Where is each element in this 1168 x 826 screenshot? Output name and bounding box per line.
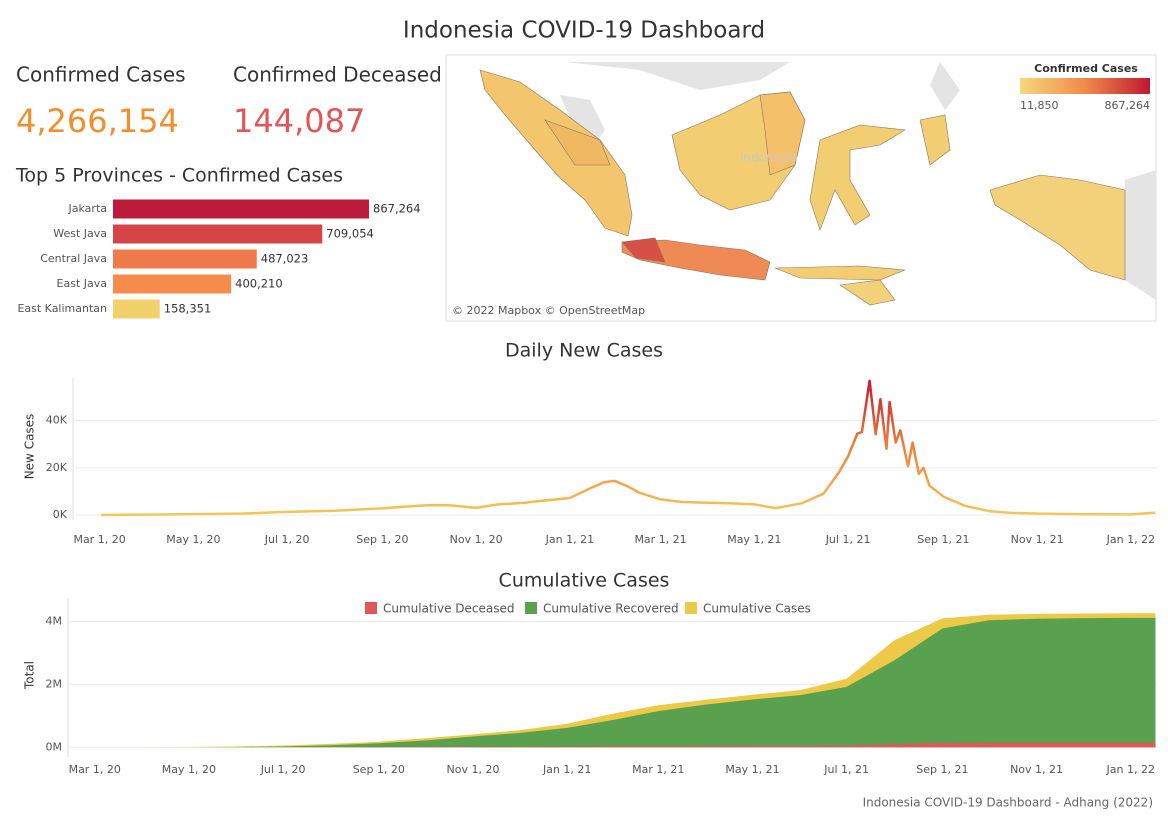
value-label: 158,351 [164, 302, 212, 316]
y-tick-label: 0M [46, 740, 63, 753]
x-tick-label: Nov 1, 20 [447, 763, 500, 776]
value-label: 400,210 [235, 277, 283, 291]
x-tick-label: Mar 1, 21 [632, 763, 684, 776]
map-legend-scale [1020, 78, 1150, 94]
value-label: 709,054 [326, 227, 374, 241]
category-label: East Java [57, 277, 107, 290]
x-tick-label: May 1, 21 [725, 763, 779, 776]
kpi-value: 4,266,154 [16, 102, 179, 140]
bar [113, 199, 369, 219]
y-tick-label: 40K [46, 414, 68, 427]
line [101, 379, 1156, 517]
y-tick-label: 0K [53, 508, 68, 521]
kpi-label: Confirmed Cases [16, 63, 186, 87]
x-tick-label: Mar 1, 20 [73, 533, 125, 546]
y-axis-title: Total [23, 661, 37, 690]
category-label: Central Java [40, 252, 107, 265]
x-tick-label: Nov 1, 21 [1010, 763, 1063, 776]
map-credit: © 2022 Mapbox © OpenStreetMap [452, 304, 645, 317]
x-tick-label: Sep 1, 21 [916, 763, 968, 776]
legend-swatch [365, 602, 377, 614]
x-tick-label: Jan 1, 21 [542, 763, 591, 776]
x-tick-label: May 1, 20 [166, 533, 220, 546]
area [96, 617, 1156, 748]
map-legend-title: Confirmed Cases [1034, 62, 1138, 75]
x-tick-label: Nov 1, 20 [450, 533, 503, 546]
value-label: 867,264 [373, 202, 421, 216]
category-label: East Kalimantan [17, 302, 107, 315]
area [96, 742, 1156, 748]
legend-label: Cumulative Recovered [543, 602, 679, 616]
y-axis-title: New Cases [23, 414, 37, 480]
x-tick-label: Jul 1, 21 [825, 533, 871, 546]
bar [113, 249, 257, 269]
x-tick-label: Sep 1, 20 [356, 533, 408, 546]
bar [113, 224, 323, 244]
y-tick-label: 20K [46, 461, 68, 474]
map-legend-min: 11,850 [1020, 99, 1059, 112]
category-label: West Java [53, 227, 107, 240]
legend-swatch [525, 602, 537, 614]
chart-title: Daily New Cases [505, 340, 663, 362]
x-tick-label: Mar 1, 21 [634, 533, 686, 546]
x-tick-label: Jan 1, 22 [1106, 763, 1155, 776]
footer: Indonesia COVID-19 Dashboard - Adhang (2… [863, 796, 1153, 810]
x-tick-label: May 1, 21 [727, 533, 781, 546]
x-tick-label: May 1, 20 [162, 763, 216, 776]
category-label: Jakarta [68, 202, 107, 215]
y-tick-label: 2M [46, 677, 63, 690]
x-tick-label: Sep 1, 20 [353, 763, 405, 776]
x-tick-label: Jul 1, 20 [264, 533, 310, 546]
map-label: Indonesia [740, 151, 798, 165]
bar [113, 299, 160, 319]
bar [113, 274, 232, 294]
x-tick-label: Jan 1, 21 [545, 533, 594, 546]
x-tick-label: Jan 1, 22 [1106, 533, 1155, 546]
chart-title: Cumulative Cases [499, 570, 670, 592]
x-tick-label: Jul 1, 20 [260, 763, 306, 776]
kpi-value: 144,087 [233, 102, 365, 140]
legend-label: Cumulative Deceased [383, 602, 515, 616]
y-tick-label: 4M [46, 615, 63, 628]
legend-swatch [685, 602, 697, 614]
x-tick-label: Sep 1, 21 [917, 533, 969, 546]
map-legend-max: 867,264 [1105, 99, 1151, 112]
x-tick-label: Nov 1, 21 [1011, 533, 1064, 546]
map: Indonesia Confirmed Cases 11,850 867,264… [445, 54, 1157, 322]
kpi-label: Confirmed Deceased [233, 63, 442, 87]
value-label: 487,023 [261, 252, 309, 266]
legend-label: Cumulative Cases [703, 602, 811, 616]
chart-title: Top 5 Provinces - Confirmed Cases [15, 165, 343, 187]
dashboard-title: Indonesia COVID-19 Dashboard [403, 18, 765, 44]
x-tick-label: Jul 1, 21 [823, 763, 869, 776]
x-tick-label: Mar 1, 20 [69, 763, 121, 776]
